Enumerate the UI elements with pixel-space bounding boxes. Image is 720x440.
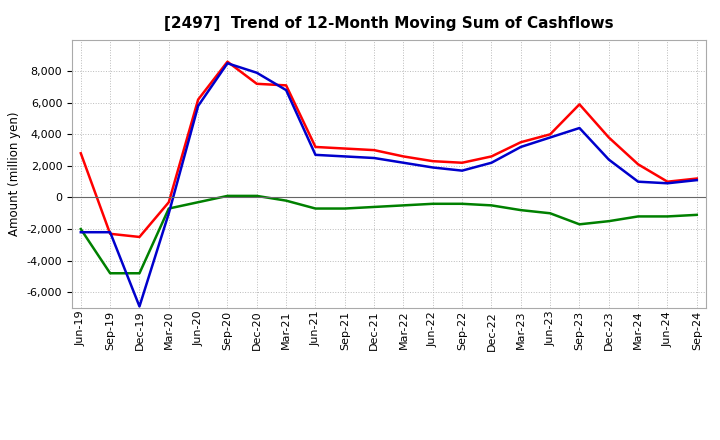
Operating Cashflow (194, 97, 202, 102)
Free Cashflow (605, 157, 613, 162)
Investing Cashflow (546, 211, 554, 216)
Free Cashflow (428, 165, 437, 170)
Investing Cashflow (634, 214, 642, 219)
Investing Cashflow (370, 204, 379, 209)
Operating Cashflow (428, 158, 437, 164)
Operating Cashflow (106, 231, 114, 236)
Investing Cashflow (253, 193, 261, 198)
Investing Cashflow (605, 219, 613, 224)
Operating Cashflow (282, 83, 290, 88)
Free Cashflow (487, 160, 496, 165)
Operating Cashflow (546, 132, 554, 137)
Operating Cashflow (370, 147, 379, 153)
Title: [2497]  Trend of 12-Month Moving Sum of Cashflows: [2497] Trend of 12-Month Moving Sum of C… (164, 16, 613, 32)
Investing Cashflow (76, 227, 85, 232)
Investing Cashflow (194, 200, 202, 205)
Operating Cashflow (164, 200, 173, 205)
Free Cashflow (516, 144, 525, 150)
Operating Cashflow (223, 59, 232, 64)
Free Cashflow (106, 230, 114, 235)
Investing Cashflow (223, 193, 232, 198)
Free Cashflow (546, 135, 554, 140)
Operating Cashflow (76, 150, 85, 156)
Free Cashflow (282, 88, 290, 93)
Free Cashflow (634, 179, 642, 184)
Operating Cashflow (135, 235, 144, 240)
Free Cashflow (164, 211, 173, 216)
Operating Cashflow (605, 135, 613, 140)
Free Cashflow (370, 155, 379, 161)
Operating Cashflow (399, 154, 408, 159)
Investing Cashflow (341, 206, 349, 211)
Investing Cashflow (516, 208, 525, 213)
Operating Cashflow (458, 160, 467, 165)
Free Cashflow (693, 177, 701, 183)
Investing Cashflow (106, 271, 114, 276)
Operating Cashflow (693, 176, 701, 181)
Free Cashflow (135, 304, 144, 309)
Line: Investing Cashflow: Investing Cashflow (81, 196, 697, 273)
Operating Cashflow (487, 154, 496, 159)
Investing Cashflow (458, 201, 467, 206)
Free Cashflow (458, 168, 467, 173)
Operating Cashflow (516, 139, 525, 145)
Free Cashflow (311, 152, 320, 158)
Investing Cashflow (282, 198, 290, 203)
Operating Cashflow (253, 81, 261, 86)
Free Cashflow (341, 154, 349, 159)
Operating Cashflow (311, 144, 320, 150)
Investing Cashflow (428, 201, 437, 206)
Investing Cashflow (164, 206, 173, 211)
Investing Cashflow (575, 222, 584, 227)
Free Cashflow (76, 230, 85, 235)
Operating Cashflow (341, 146, 349, 151)
Investing Cashflow (135, 271, 144, 276)
Operating Cashflow (575, 102, 584, 107)
Line: Operating Cashflow: Operating Cashflow (81, 62, 697, 237)
Operating Cashflow (663, 179, 672, 184)
Free Cashflow (663, 181, 672, 186)
Free Cashflow (399, 160, 408, 165)
Line: Free Cashflow: Free Cashflow (81, 63, 697, 306)
Free Cashflow (194, 103, 202, 109)
Investing Cashflow (693, 212, 701, 217)
Free Cashflow (575, 125, 584, 131)
Investing Cashflow (487, 203, 496, 208)
Free Cashflow (223, 61, 232, 66)
Investing Cashflow (311, 206, 320, 211)
Operating Cashflow (634, 161, 642, 167)
Free Cashflow (253, 70, 261, 75)
Y-axis label: Amount (million yen): Amount (million yen) (8, 112, 21, 236)
Investing Cashflow (663, 214, 672, 219)
Investing Cashflow (399, 203, 408, 208)
